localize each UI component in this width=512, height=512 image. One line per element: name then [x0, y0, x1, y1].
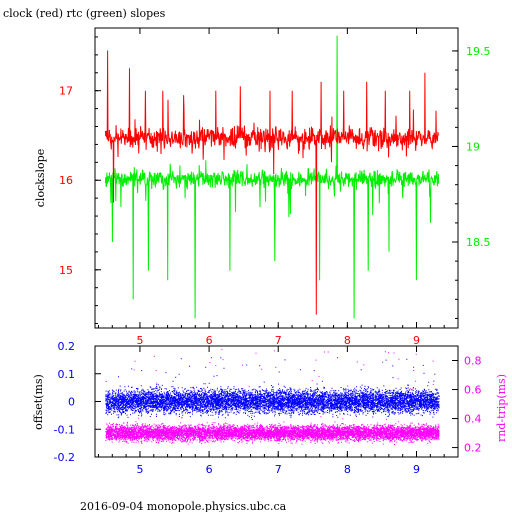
footer-text: 2016-09-04 monopole.physics.ubc.ca	[80, 500, 287, 512]
bottom-x-tick-label: 6	[206, 463, 213, 476]
bottom-right-y-tick-label: 0.2	[464, 442, 482, 455]
bottom-right-y-tick-label: 0.8	[464, 355, 482, 368]
top-plot-frame	[94, 27, 459, 329]
scatter-rndtrip	[105, 349, 440, 445]
bottom-left-y-tick-label: -0.1	[54, 423, 75, 436]
top-left-y-tick-label: 16	[59, 174, 73, 187]
y-axis-label-offset: offset(ms)	[32, 374, 45, 430]
series-line-rtc	[104, 35, 440, 319]
top-plot-area: 5 6 7 8 9 15 16 17 18.5 19 19.5	[59, 28, 491, 347]
bottom-x-tick-label: 7	[275, 463, 282, 476]
top-x-tick-label: 9	[413, 334, 420, 347]
top-x-tick-label: 5	[136, 334, 143, 347]
bottom-left-y-tick-label: -0.2	[54, 451, 75, 464]
bottom-x-tick-label: 5	[136, 463, 143, 476]
bottom-right-y-tick-label: 0.6	[464, 384, 482, 397]
top-left-y-tick-label: 17	[59, 85, 73, 98]
scatter-offset	[105, 357, 440, 420]
top-x-tick-label: 6	[206, 334, 213, 347]
bottom-left-y-tick-label: 0.2	[58, 340, 76, 353]
top-x-tick-label: 8	[344, 334, 351, 347]
series-line-clock	[104, 50, 439, 315]
bottom-x-tick-label: 8	[344, 463, 351, 476]
bottom-left-y-tick-label: 0.1	[58, 368, 76, 381]
top-right-y-tick-label: 19.5	[466, 45, 491, 58]
top-left-y-tick-label: 15	[59, 264, 73, 277]
bottom-x-tick-label: 9	[413, 463, 420, 476]
top-x-tick-label: 7	[275, 334, 282, 347]
top-right-y-tick-label: 18.5	[466, 236, 491, 249]
bottom-left-y-tick-label: 0	[68, 396, 75, 409]
bottom-right-y-tick-label: 0.4	[464, 413, 482, 426]
bottom-plot-area: 5 6 7 8 9 -0.2 -0.1 0 0.1 0.2 0.2 0.4 0.6 0.8	[54, 340, 482, 476]
top-right-y-tick-label: 19	[466, 140, 480, 153]
y-axis-label-rndtrip: rnd-trip(ms)	[495, 374, 508, 442]
y-axis-label-clockslope: clockslope	[34, 149, 47, 207]
chart-title: clock (red) rtc (green) slopes	[3, 7, 166, 20]
